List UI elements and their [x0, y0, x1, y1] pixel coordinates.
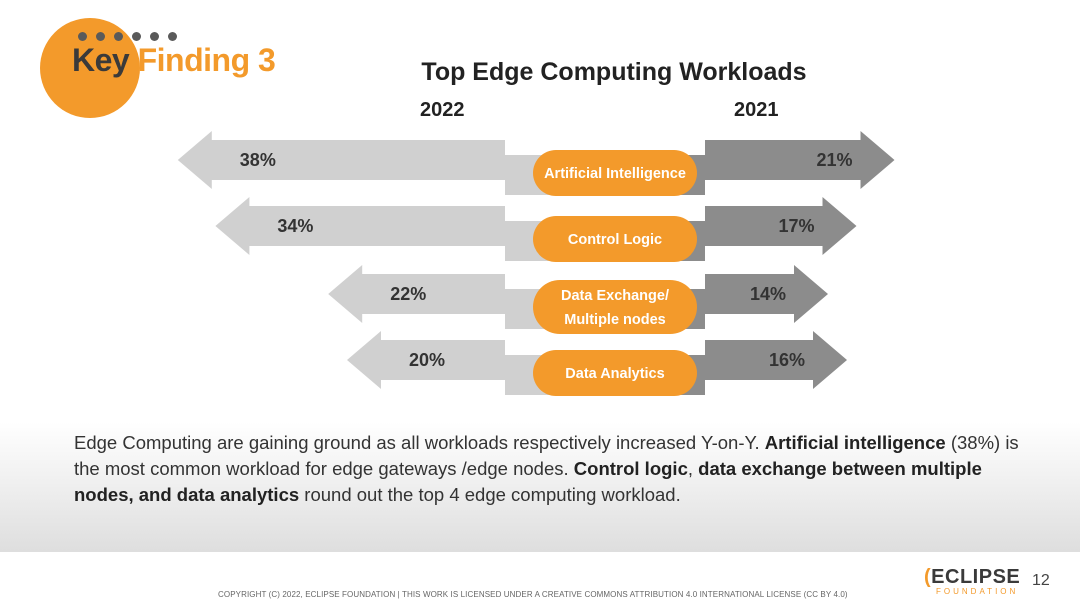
summary-bold-2: Control logic	[573, 458, 688, 479]
arrow-2022-0	[177, 131, 616, 195]
year-right-label: 2021	[734, 99, 779, 121]
category-pill-2	[533, 280, 697, 334]
summary-part-1: Edge Computing are gaining ground as all…	[74, 432, 765, 453]
value-2021-0: 21%	[816, 150, 852, 170]
summary-part-4: round out the top 4 edge computing workl…	[299, 484, 681, 505]
category-label-2-1: Multiple nodes	[564, 312, 666, 328]
logo-text: ECLIPSE	[931, 566, 1021, 588]
key-finding-word2: Finding 3	[137, 42, 276, 78]
value-2021-1: 17%	[778, 216, 814, 236]
eclipse-logo: (ECLIPSE FOUNDATION	[924, 566, 1020, 596]
summary-part-2: (38%) is the most common workload for ed…	[74, 432, 1019, 479]
summary-bold-3: data exchange between multiple nodes, an…	[74, 458, 982, 505]
arrow-2022-1	[215, 197, 615, 261]
value-2021-3: 16%	[769, 350, 805, 370]
key-finding-title: Key Finding 3	[72, 42, 276, 79]
workload-arrow-chart: 38% 21% Artificial Intelligence 34% 17% Contr…	[177, 131, 895, 396]
logo-subtext: FOUNDATION	[936, 587, 1019, 596]
category-pill-1	[533, 216, 697, 262]
summary-text: Edge Computing are gaining ground as all…	[74, 430, 1024, 508]
value-2022-1: 34%	[277, 216, 313, 236]
page-number: 12	[1032, 572, 1050, 589]
summary-part-3: ,	[687, 458, 699, 479]
year-left-label: 2022	[420, 99, 465, 121]
category-label-3-0: Data Analytics	[565, 366, 664, 382]
copyright-text: COPYRIGHT (C) 2022, ECLIPSE FOUNDATION |…	[218, 590, 848, 599]
value-2022-3: 20%	[409, 350, 445, 370]
category-label-0-0: Artificial Intelligence	[544, 166, 686, 182]
value-2022-2: 22%	[390, 284, 426, 304]
footer	[0, 552, 1080, 612]
value-2022-0: 38%	[240, 150, 276, 170]
badge-dots	[78, 32, 177, 41]
key-finding-word1: Key	[72, 42, 130, 78]
chart-title: Top Edge Computing Workloads	[421, 58, 807, 86]
summary-bold-1: Artificial intelligence	[764, 432, 946, 453]
category-pill-0	[533, 150, 697, 196]
value-2021-2: 14%	[750, 284, 786, 304]
category-label-1-0: Control Logic	[568, 232, 662, 248]
summary-band	[0, 422, 1080, 552]
category-pill-3	[533, 350, 697, 396]
logo-mark: (	[924, 566, 932, 588]
category-label-2-0: Data Exchange/	[561, 288, 669, 304]
key-finding-badge	[40, 18, 140, 118]
